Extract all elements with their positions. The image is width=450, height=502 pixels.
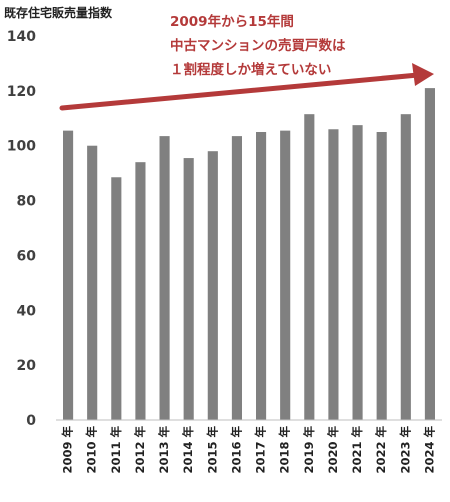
x-tick-label: 2018 年	[278, 426, 292, 474]
bar	[231, 136, 242, 421]
bar	[111, 177, 122, 420]
trend-arrow-head	[412, 63, 434, 86]
bar	[207, 151, 218, 420]
trend-arrow-line	[59, 72, 421, 111]
annotation-line-2: 中古マンションの売買戸数は	[170, 38, 346, 54]
y-tick-label: 0	[26, 413, 36, 429]
bar	[87, 145, 98, 420]
x-tick-label: 2017 年	[254, 426, 268, 474]
x-tick-label: 2015 年	[205, 426, 219, 474]
y-tick-label: 120	[7, 84, 36, 100]
x-tick-label: 2022 年	[374, 426, 388, 474]
y-tick-label: 140	[7, 29, 36, 45]
x-tick-label: 2024 年	[422, 426, 436, 474]
bar	[328, 129, 339, 420]
trend-arrow	[59, 63, 434, 111]
annotation-line-1: 2009年から15年間	[170, 14, 294, 30]
annotation-text: 2009年から15年間 中古マンションの売買戸数は １割程度しか増えていない	[170, 10, 346, 82]
bar	[256, 132, 267, 420]
bar	[424, 88, 435, 421]
x-tick-label: 2010 年	[85, 426, 99, 474]
x-tick-label: 2016 年	[229, 426, 243, 474]
x-tick-label: 2009 年	[61, 426, 75, 474]
y-tick-label: 60	[17, 248, 37, 264]
x-tick-label: 2020 年	[326, 426, 340, 474]
bar	[183, 158, 194, 420]
bar	[304, 114, 315, 421]
x-tick-label: 2014 年	[181, 426, 195, 474]
bar	[400, 114, 411, 421]
y-tick-label: 80	[17, 194, 37, 210]
y-tick-label: 20	[17, 358, 37, 374]
bar	[376, 132, 387, 420]
chart-title: 既存住宅販売量指数	[4, 6, 113, 20]
y-axis: 0 20 40 60 80 100 120 140	[7, 29, 36, 429]
x-axis: 2009 年 2010 年 2011 年 2012 年 2013 年 2014 年 2015…	[61, 426, 437, 474]
bar	[352, 125, 363, 420]
x-tick-label: 2013 年	[157, 426, 171, 474]
x-tick-label: 2023 年	[398, 426, 412, 474]
bars	[63, 88, 435, 421]
y-tick-label: 40	[17, 303, 37, 319]
x-tick-label: 2021 年	[350, 426, 364, 474]
y-tick-label: 100	[7, 139, 36, 155]
bar	[280, 130, 291, 420]
x-tick-label: 2011 年	[109, 426, 123, 474]
annotation-line-3: １割程度しか増えていない	[170, 62, 332, 78]
x-tick-label: 2012 年	[133, 426, 147, 474]
bar	[135, 162, 146, 421]
x-tick-label: 2019 年	[302, 426, 316, 474]
bar	[159, 136, 170, 421]
bar	[63, 130, 74, 420]
